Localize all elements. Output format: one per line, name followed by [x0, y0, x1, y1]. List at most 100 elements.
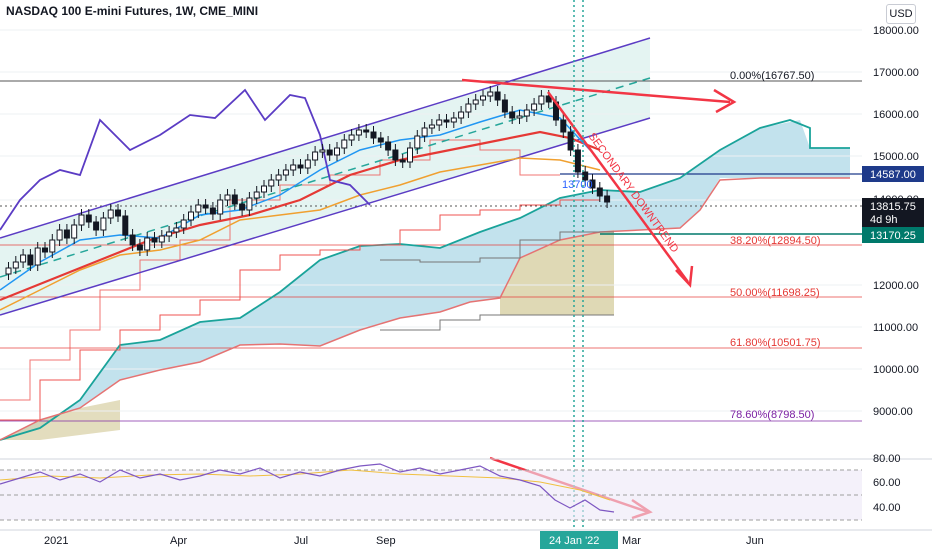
candle-body — [516, 115, 523, 119]
candle-body — [71, 224, 78, 239]
conversion-line — [0, 139, 560, 401]
candle-body — [42, 247, 48, 253]
candle-body — [107, 209, 114, 219]
ma-blue — [0, 109, 591, 291]
price-axis[interactable]: 18000.00 17000.00 16000.00 15000.00 1400… — [873, 25, 919, 418]
candle-body — [275, 174, 282, 181]
tag-13170-text: 13170.25 — [870, 230, 916, 242]
symbol-title[interactable]: NASDAQ 100 E-mini Futures, 1W, CME_MINI — [6, 4, 259, 18]
lagging-box-bottom — [380, 314, 614, 331]
candle-body — [136, 244, 143, 251]
candle-body — [523, 109, 530, 117]
candle-body — [370, 131, 377, 139]
candle-body — [151, 237, 158, 243]
channel-fill — [0, 38, 650, 315]
fib-label-50: 50.00%(11698.25) — [730, 287, 820, 299]
candle-body — [480, 95, 486, 101]
ma-orange — [0, 157, 601, 311]
time-tick: Sep — [376, 535, 396, 547]
candle-body — [363, 129, 370, 133]
price-tick: 12000.00 — [873, 280, 919, 292]
candle-body — [355, 129, 362, 136]
candle-body — [589, 179, 596, 189]
candle-body — [27, 254, 34, 266]
fib-label-0: 0.00%(16767.50) — [730, 70, 814, 82]
time-tick: Jul — [294, 535, 308, 547]
candle-body — [385, 141, 392, 151]
candle-body — [574, 149, 581, 173]
candle-body — [224, 194, 231, 201]
candle-body — [85, 214, 92, 223]
rsi-tick: 80.00 — [873, 453, 901, 465]
cloud-span-b — [0, 177, 850, 441]
fib-label-382: 38.20%(12894.50) — [730, 235, 821, 247]
lagging-span — [0, 88, 371, 231]
price-tick: 15000.00 — [873, 151, 919, 163]
tag-current — [862, 198, 924, 228]
candle-body — [596, 187, 603, 197]
rsi-tick: 60.00 — [873, 477, 901, 489]
candle-body — [195, 204, 202, 213]
candle-body — [173, 227, 180, 233]
candle-body — [304, 159, 311, 169]
candle-body — [465, 103, 472, 113]
rsi-tick: 40.00 — [873, 502, 901, 514]
price-tick: 16000.00 — [873, 109, 919, 121]
candle-body — [231, 194, 238, 205]
candle-body — [78, 214, 85, 226]
channel-mid — [0, 77, 651, 278]
time-tick: Mar — [622, 535, 641, 547]
time-tick: Apr — [170, 535, 187, 547]
candle-body — [377, 137, 384, 143]
ma-red — [0, 130, 601, 302]
tag-14587-text: 14587.00 — [870, 169, 916, 181]
price-tick: 9000.00 — [873, 406, 913, 418]
candle-body — [428, 124, 435, 129]
candle-body — [487, 91, 494, 97]
candle-body — [436, 119, 443, 126]
candle-body — [458, 111, 465, 119]
tag-14587 — [862, 166, 924, 182]
candle-body — [202, 204, 209, 209]
rsi-line — [0, 463, 615, 513]
candle-body — [282, 169, 289, 176]
candle-body — [407, 147, 413, 163]
candle-body — [100, 217, 107, 231]
currency-button[interactable]: USD — [886, 4, 916, 24]
candle-body — [392, 149, 399, 161]
candle-body — [188, 211, 194, 221]
candle-body — [122, 215, 129, 236]
candle-body — [20, 254, 27, 263]
candle-body — [180, 219, 187, 229]
candle-body — [209, 207, 216, 215]
time-highlight — [540, 531, 618, 549]
candle-body — [326, 149, 333, 156]
candle-body — [567, 131, 574, 151]
candle-body — [341, 139, 348, 149]
tag-current-text: 13815.75 — [870, 201, 916, 213]
cloud-fill-red-early — [0, 400, 120, 440]
candle-body — [5, 267, 12, 275]
price-tick: 18000.00 — [873, 25, 919, 37]
candlesticks[interactable] — [5, 86, 611, 280]
price-tick: 10000.00 — [873, 364, 919, 376]
candle-body — [158, 235, 165, 243]
candle-body — [290, 164, 297, 171]
candle-body — [334, 147, 340, 156]
price-tick: 11000.00 — [873, 322, 918, 334]
time-tick: Jun — [746, 535, 764, 547]
tag-countdown-text: 4d 9h — [870, 214, 898, 226]
candle-body — [246, 197, 253, 211]
base-line — [0, 199, 600, 421]
channel-top — [0, 37, 651, 239]
candle-body — [253, 191, 260, 199]
candle-body — [560, 119, 567, 133]
fib-label-786: 78.60%(8798.50) — [730, 409, 814, 421]
candle-body — [144, 237, 151, 251]
candle-body — [538, 95, 545, 105]
candle-body — [348, 134, 355, 141]
candle-body — [115, 209, 121, 217]
candle-body — [261, 185, 267, 193]
